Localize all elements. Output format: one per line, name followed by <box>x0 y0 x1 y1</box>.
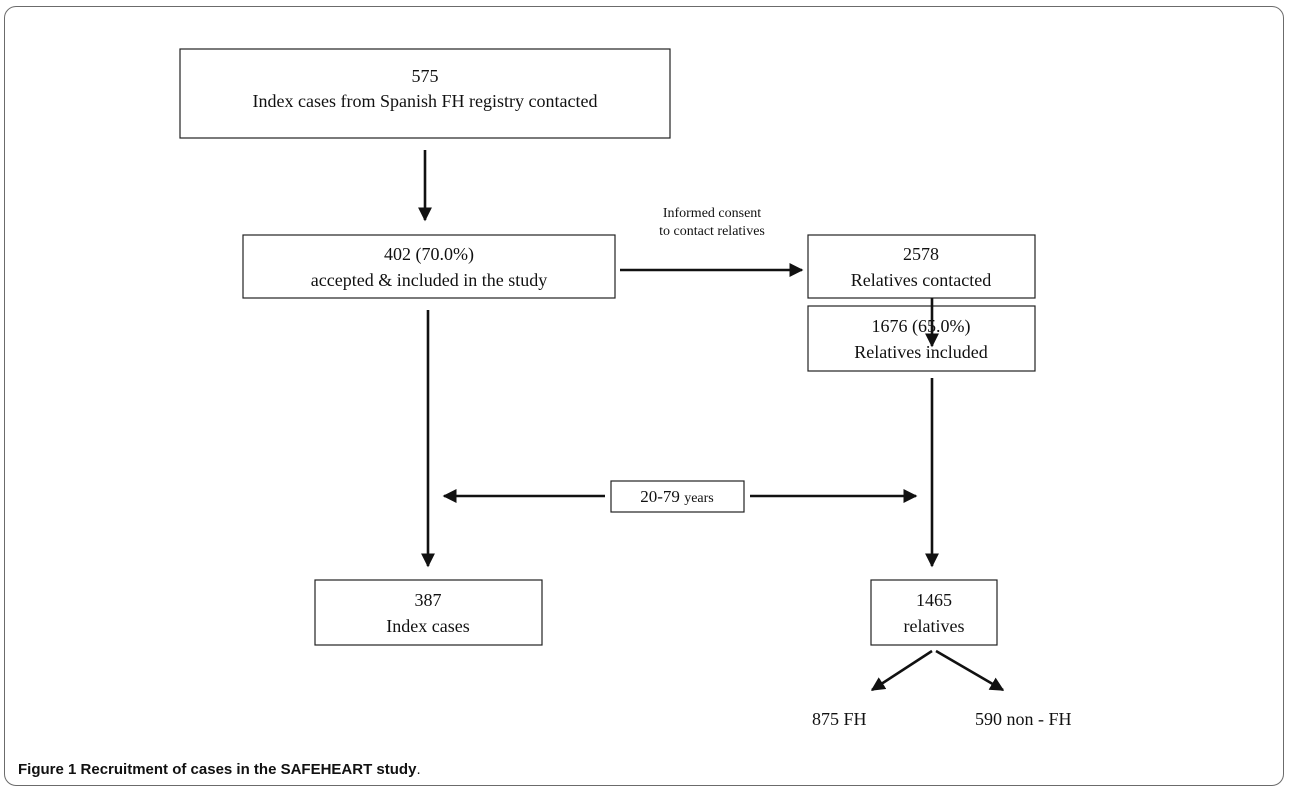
box-relatives-included: 1676 (65.0%) Relatives included <box>807 305 1036 372</box>
caption-title: Recruitment of cases in the SAFEHEART st… <box>80 761 417 778</box>
box-relatives-final: 1465 relatives <box>870 579 998 646</box>
caption-label: Figure 1 <box>18 761 77 778</box>
connector-layer: Informed consent to contact relatives 87… <box>442 206 1072 729</box>
box-index-cases-final: 387 Index cases <box>314 579 543 646</box>
box-count: 1465 <box>916 590 952 610</box>
box-count: 1676 (65.0%) <box>872 316 971 337</box>
caption-end: . <box>416 761 421 778</box>
box-count: 2578 <box>903 244 939 264</box>
arrow-to-fh <box>870 649 933 692</box>
arrow-to-non-fh <box>935 649 1005 692</box>
box-text: Relatives included <box>854 342 987 362</box>
consent-label-line2: to contact relatives <box>659 224 765 239</box>
box-relatives-contacted: 2578 Relatives contacted <box>807 234 1036 299</box>
consent-label-line1: Informed consent <box>663 206 761 221</box>
box-text: Index cases <box>386 616 469 636</box>
box-text: accepted & included in the study <box>311 270 547 290</box>
box-index-cases-contacted: 575 Index cases from Spanish FH registry… <box>179 48 671 139</box>
box-age-filter: 20-79 years <box>610 480 745 513</box>
fh-label: 875 FH <box>812 709 867 729</box>
box-accepted-included: 402 (70.0%) accepted & included in the s… <box>242 234 616 299</box>
box-count: 387 <box>415 590 442 610</box>
box-text: relatives <box>904 616 965 636</box>
box-text: Relatives contacted <box>851 270 991 290</box>
figure-caption: Figure 1 Recruitment of cases in the SAF… <box>18 761 421 778</box>
box-text: 20-79 years <box>640 487 713 506</box>
box-count: 402 (70.0%) <box>384 244 474 265</box>
box-count: 575 <box>412 66 439 86</box>
flowchart: 575 Index cases from Spanish FH registry… <box>179 48 1036 646</box>
box-text: Index cases from Spanish FH registry con… <box>253 91 598 111</box>
non-fh-label: 590 non - FH <box>975 709 1072 729</box>
